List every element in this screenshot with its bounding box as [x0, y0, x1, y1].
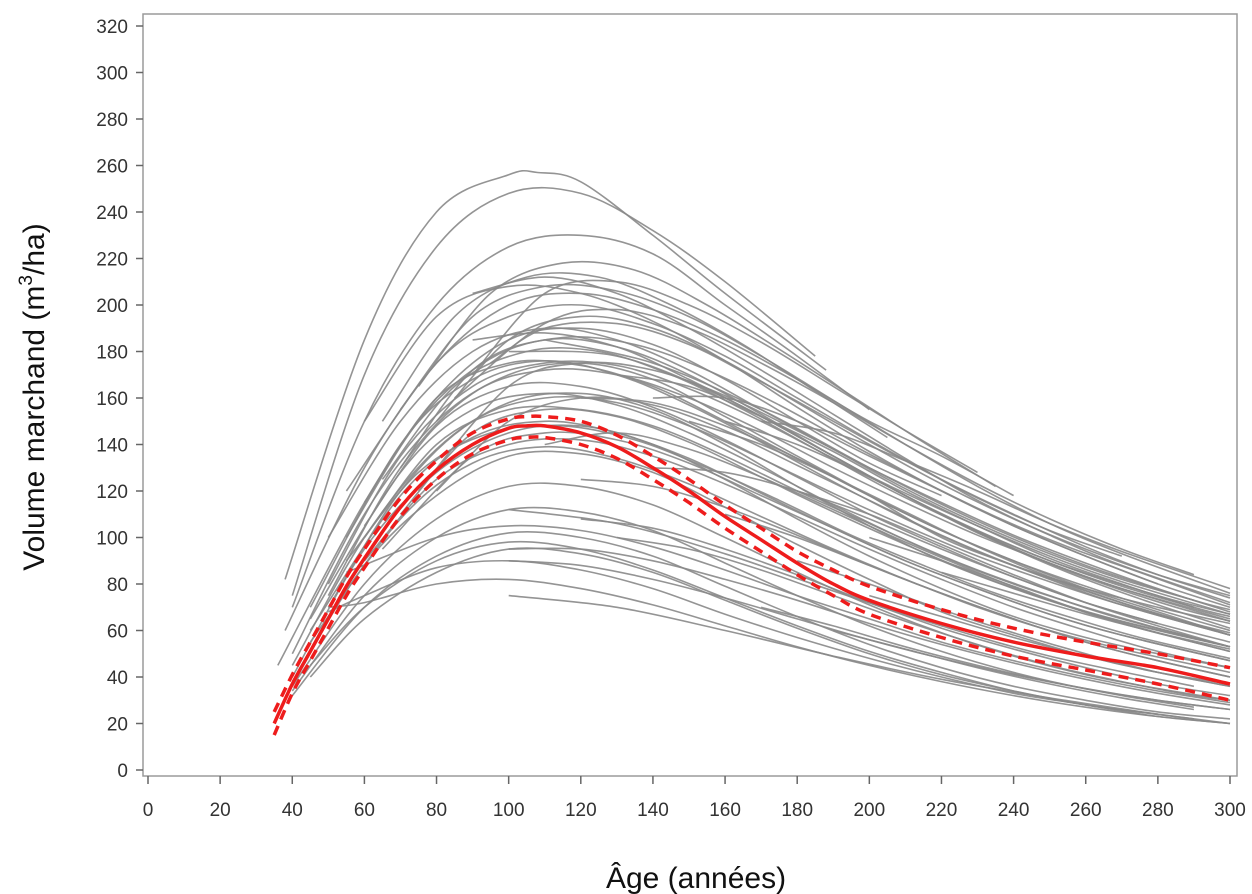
y-tick-label: 280 — [96, 110, 128, 131]
y-tick-label: 80 — [107, 575, 128, 596]
individual-curve — [616, 536, 1231, 702]
y-tick-label: 160 — [96, 389, 128, 410]
individual-curves — [277, 169, 1231, 725]
individual-curve — [435, 315, 1231, 597]
y-tick-label: 140 — [96, 436, 128, 457]
individual-curve — [652, 395, 1231, 609]
x-axis: 0 20 40 60 80 100 120 140 160 180 200 220 240 260 280 3… — [143, 776, 1246, 821]
y-axis-title-sup: 3 — [16, 275, 37, 286]
individual-curve — [417, 361, 1231, 613]
x-tick-label: 260 — [1070, 800, 1102, 821]
individual-curve — [327, 559, 1231, 725]
individual-curve — [688, 420, 1231, 636]
individual-curve — [508, 594, 1159, 715]
mean-curve — [272, 423, 1231, 725]
individual-curve — [869, 594, 1231, 688]
individual-curve — [796, 490, 1231, 648]
y-tick-label: 60 — [107, 622, 128, 643]
y-axis-title-end: /ha) — [18, 223, 51, 275]
y-axis: 0 20 40 60 80 100 120 140 160 180 200 220 240 260 280 3… — [96, 17, 143, 782]
y-tick-label: 220 — [96, 250, 128, 271]
x-tick-label: 140 — [637, 800, 669, 821]
x-tick-label: 20 — [210, 800, 231, 821]
x-tick-label: 160 — [709, 800, 741, 821]
individual-curve — [508, 508, 1195, 688]
x-tick-label: 300 — [1214, 800, 1246, 821]
y-tick-label: 260 — [96, 157, 128, 178]
y-tick-label: 300 — [96, 64, 128, 85]
ci-upper-curve — [272, 414, 1231, 713]
individual-curve — [580, 397, 1231, 636]
individual-curve — [327, 395, 1231, 636]
individual-curve — [616, 374, 1231, 618]
y-tick-label: 100 — [96, 529, 128, 550]
individual-curve — [399, 283, 1231, 595]
individual-curve — [345, 303, 1231, 599]
individual-curve — [508, 547, 1231, 706]
y-tick-label: 40 — [107, 668, 128, 689]
y-tick-label: 120 — [96, 482, 128, 503]
individual-curve — [284, 169, 827, 580]
x-tick-label: 80 — [426, 800, 447, 821]
x-tick-label: 100 — [493, 800, 525, 821]
individual-curve — [472, 331, 1231, 622]
model-curves — [272, 414, 1231, 736]
x-tick-label: 60 — [354, 800, 375, 821]
x-tick-label: 120 — [565, 800, 597, 821]
y-tick-label: 0 — [117, 761, 128, 782]
individual-curve — [291, 186, 816, 596]
x-tick-label: 200 — [853, 800, 885, 821]
individual-curve — [291, 530, 1231, 720]
individual-curve — [381, 272, 888, 439]
y-tick-label: 180 — [96, 343, 128, 364]
individual-curve — [580, 478, 1231, 678]
y-tick-label: 200 — [96, 296, 128, 317]
x-axis-title: Âge (années) — [606, 862, 786, 894]
individual-curve — [346, 524, 1231, 704]
y-axis-title-main: Volume marchand (m — [18, 286, 51, 571]
y-tick-label: 20 — [107, 715, 128, 736]
y-tick-label: 240 — [96, 203, 128, 224]
x-tick-label: 240 — [998, 800, 1030, 821]
individual-curve — [328, 578, 1231, 725]
individual-curve — [345, 336, 1231, 606]
x-tick-label: 220 — [926, 800, 958, 821]
individual-curve — [291, 234, 870, 608]
y-axis-title: Volume marchand (m3/ha) — [16, 223, 51, 570]
individual-curve — [381, 431, 1231, 662]
individual-curve — [833, 629, 1195, 711]
individual-curve — [760, 420, 1231, 590]
individual-curve — [363, 437, 1231, 669]
x-tick-label: 40 — [282, 800, 303, 821]
x-tick-label: 180 — [781, 800, 813, 821]
x-tick-label: 0 — [143, 800, 154, 821]
ci-lower-curve — [272, 435, 1231, 736]
individual-curve — [941, 571, 1231, 650]
individual-curve — [417, 260, 997, 488]
x-tick-label: 280 — [1142, 800, 1174, 821]
individual-curve — [327, 360, 1231, 615]
individual-curve — [345, 424, 1231, 660]
plot-frame — [142, 13, 1238, 777]
individual-curve — [490, 321, 1123, 557]
individual-curve — [760, 606, 1195, 708]
y-tick-label: 320 — [96, 17, 128, 38]
